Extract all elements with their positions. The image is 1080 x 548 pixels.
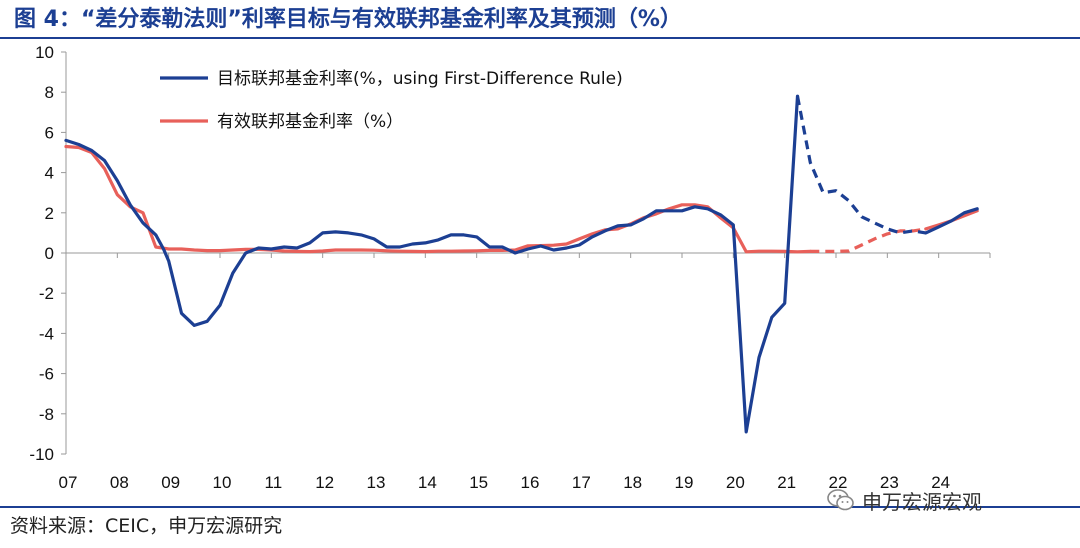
x-tick-label: 15 [469, 473, 488, 492]
effective-rate-line [64, 144, 812, 254]
y-tick-label: -4 [39, 324, 54, 343]
x-tick-label: 18 [623, 473, 642, 492]
x-tick-label: 16 [521, 473, 540, 492]
x-tick-label: 21 [777, 473, 796, 492]
x-tick-label: 17 [572, 473, 591, 492]
x-tick-label: 11 [265, 473, 283, 492]
footer-divider [0, 506, 1080, 508]
x-tick-label: 20 [726, 473, 745, 492]
x-tick-label: 10 [213, 473, 232, 492]
x-tick-label: 13 [367, 473, 386, 492]
page-title: 图 4：“差分泰勒法则”利率目标与有效联邦基金利率及其预测（%） [14, 7, 682, 32]
x-tick-label: 07 [59, 473, 78, 492]
target-rate-line [64, 94, 800, 434]
x-tick-label: 14 [418, 473, 437, 492]
wechat-icon [827, 489, 854, 511]
chart-series [64, 94, 979, 434]
title-divider [0, 37, 1080, 39]
x-tick-label: 24 [931, 473, 950, 492]
x-tick-label: 22 [829, 473, 848, 492]
chart-legend: 目标联邦基金利率(%，using First-Difference Rule) 有… [160, 69, 623, 132]
y-tick-label: 2 [45, 204, 54, 223]
y-tick-label: 0 [45, 244, 54, 263]
y-tick-label: -2 [39, 284, 54, 303]
y-tick-label: -6 [39, 365, 54, 384]
y-tick-label: 8 [45, 83, 54, 102]
x-tick-label: 19 [675, 473, 694, 492]
x-tick-label: 08 [110, 473, 129, 492]
legend-effective-rate-label: 有效联邦基金利率（%） [217, 112, 403, 132]
watermark: 申万宏源宏观 [826, 483, 982, 517]
watermark-text: 申万宏源宏观 [862, 489, 982, 514]
effective-rate-forecast-line [810, 227, 927, 253]
source-note: 资料来源：CEIC，申万宏源研究 [10, 515, 283, 537]
y-tick-label: -8 [39, 405, 54, 424]
y-tick-label: 4 [45, 164, 54, 183]
x-tick-label: 12 [315, 473, 334, 492]
x-tick-label: 23 [880, 473, 899, 492]
y-tick-label: 6 [45, 123, 54, 142]
x-tick-label: 09 [161, 473, 180, 492]
y-tick-label: -10 [29, 445, 54, 464]
target-rate-forecast-line [795, 95, 927, 235]
target-rate-extension-line [924, 207, 979, 235]
legend-target-rate-label: 目标联邦基金利率(%，using First-Difference Rule) [217, 69, 623, 89]
y-tick-label: 10 [35, 43, 54, 62]
